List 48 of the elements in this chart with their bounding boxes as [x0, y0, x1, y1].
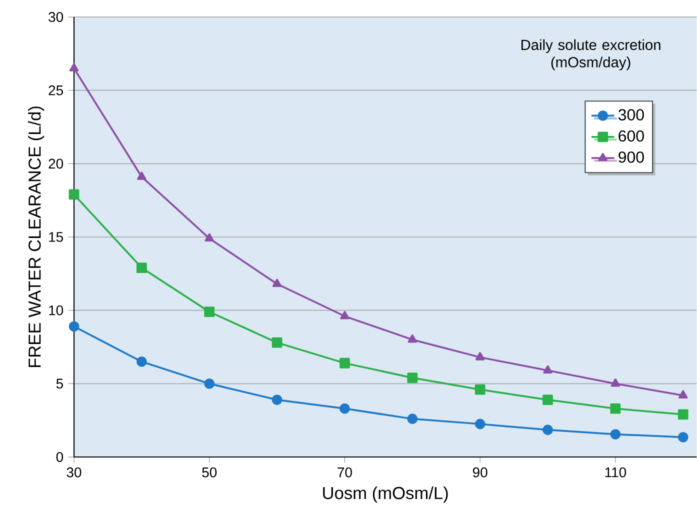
- point: [475, 352, 485, 360]
- point: [204, 378, 215, 389]
- point: [610, 378, 620, 387]
- y-tick-label: 15: [49, 232, 64, 242]
- point: [610, 403, 621, 414]
- point: [272, 278, 282, 287]
- point: [678, 390, 688, 398]
- legend-label: 900: [618, 151, 644, 163]
- point: [610, 429, 621, 440]
- y-axis-title: FREE WATER CLEARANCE (L/d): [28, 106, 44, 368]
- point: [407, 372, 418, 384]
- y-tick-label: 10: [49, 305, 64, 316]
- point: [68, 189, 80, 200]
- point: [408, 334, 418, 343]
- point: [474, 384, 486, 395]
- point: [678, 432, 688, 442]
- y-tick-label: 0: [56, 452, 64, 462]
- x-tick-label: 90: [472, 467, 488, 478]
- point: [543, 365, 552, 374]
- legend-title: Daily solute excretion (mOsm/day): [522, 39, 660, 70]
- point: [474, 418, 486, 430]
- point: [272, 394, 282, 406]
- legend-label: 300: [618, 109, 644, 120]
- point: [542, 424, 553, 436]
- x-tick-label: 30: [66, 467, 82, 478]
- point: [204, 233, 214, 242]
- point: [69, 63, 79, 72]
- point: [204, 306, 215, 318]
- x-tick-label: 70: [338, 467, 352, 478]
- legend-label: 600: [618, 130, 644, 142]
- point: [340, 311, 350, 320]
- point: [542, 394, 553, 406]
- point: [340, 403, 350, 414]
- y-tick-label: 5: [56, 378, 64, 389]
- point: [136, 262, 147, 273]
- x-tick-label: 50: [202, 467, 217, 478]
- point: [272, 337, 282, 348]
- point: [407, 414, 418, 424]
- point: [678, 409, 688, 420]
- y-tick-label: 30: [48, 12, 64, 22]
- x-tick-label: 110: [605, 467, 626, 478]
- y-tick-label: 25: [48, 85, 64, 96]
- point: [136, 356, 147, 367]
- x-axis-title: Uosm (mOsm/L): [323, 486, 448, 503]
- point: [340, 358, 350, 368]
- point: [137, 172, 146, 180]
- y-tick-label: 20: [48, 158, 64, 169]
- point: [68, 321, 80, 332]
